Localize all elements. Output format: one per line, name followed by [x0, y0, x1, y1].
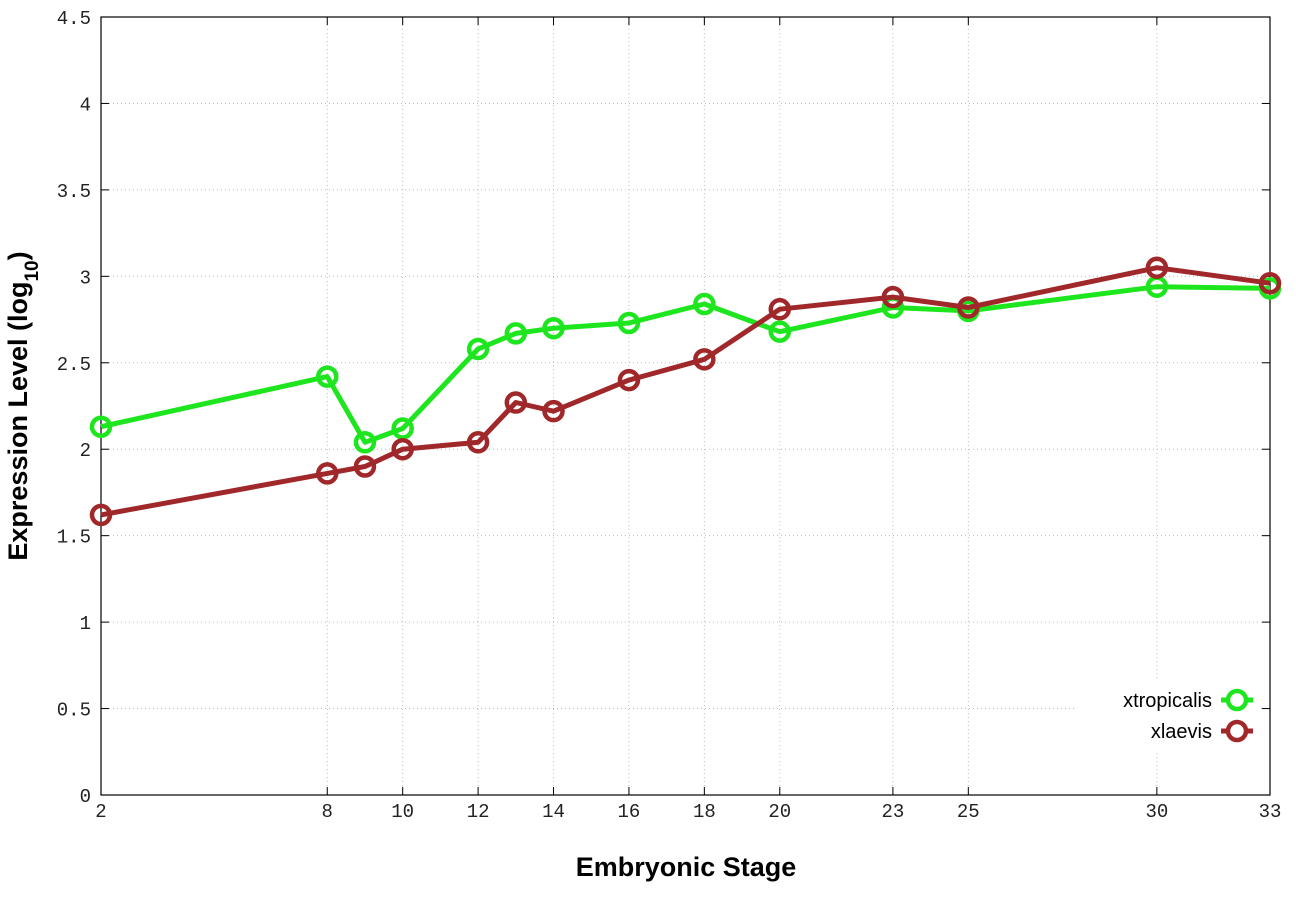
data-point-xtropicalis: [391, 417, 414, 440]
axis-ticks: [100, 16, 1271, 796]
data-point-xlaevis: [89, 503, 113, 527]
y-tick-label: 1.5: [57, 527, 91, 549]
legend-entry-xlaevis: xlaevis: [1151, 719, 1253, 743]
x-tick-label: 14: [542, 801, 565, 823]
data-point-xtropicalis: [89, 415, 113, 438]
plot-frame: [100, 16, 1271, 796]
x-tick-label: 25: [957, 801, 980, 823]
x-tick-label: 2: [95, 801, 106, 823]
series-line-xtropicalis: [100, 284, 1271, 445]
data-point-xlaevis: [617, 368, 641, 392]
x-tick-label: 12: [467, 801, 490, 823]
data-point-xlaevis: [504, 391, 528, 414]
x-tick-label: 8: [322, 801, 333, 823]
x-tick-label: 23: [881, 801, 904, 823]
data-point-xtropicalis: [617, 311, 641, 335]
x-axis-title: Embryonic Stage: [576, 852, 797, 882]
x-tick-label: 16: [618, 801, 641, 823]
data-point-xtropicalis: [542, 316, 565, 340]
series-line-xlaevis: [100, 265, 1271, 518]
data-point-xlaevis: [1145, 256, 1169, 279]
y-tick-label: 4.5: [57, 8, 91, 30]
legend: xtropicalis xlaevis: [1074, 680, 1260, 752]
y-tick-label: 3.5: [57, 181, 91, 203]
y-tick-label: 2: [80, 440, 91, 462]
x-tick-label: 10: [391, 801, 414, 823]
data-point-xlaevis: [881, 285, 905, 309]
data-point-xlaevis: [466, 431, 490, 454]
y-tick-label: 2.5: [57, 354, 91, 376]
series: [89, 256, 1282, 527]
y-axis-tick-labels: 0 0.5 1 1.5 2 2.5 3 3.5 4 4.5: [57, 8, 91, 808]
series-xtropicalis: [89, 275, 1282, 454]
legend-label-xlaevis: xlaevis: [1151, 721, 1212, 743]
data-point-xtropicalis: [768, 320, 792, 343]
x-tick-label: 20: [768, 801, 791, 823]
y-tick-label: 0.5: [57, 700, 91, 722]
data-point-xlaevis: [693, 348, 716, 371]
x-tick-label: 33: [1259, 801, 1282, 823]
data-point-xlaevis: [542, 399, 565, 423]
legend-background: [1074, 680, 1260, 752]
data-point-xtropicalis: [466, 337, 490, 361]
data-point-xlaevis: [768, 297, 792, 321]
data-point-xlaevis: [1258, 271, 1282, 295]
legend-label-xtropicalis: xtropicalis: [1123, 690, 1212, 712]
legend-swatch-marker: [1225, 688, 1249, 712]
data-point-xtropicalis: [693, 292, 716, 316]
data-point-xtropicalis: [316, 365, 339, 388]
legend-swatch-marker: [1225, 719, 1249, 743]
x-axis-tick-labels: 2 8 10 12 14 16 18 20 23 25 30 33: [95, 801, 1281, 823]
data-point-xlaevis: [353, 455, 377, 478]
data-point-xlaevis: [391, 437, 414, 461]
data-point-xlaevis: [957, 296, 980, 319]
y-tick-label: 1: [80, 613, 91, 635]
data-point-xtropicalis: [353, 431, 377, 454]
data-point-xlaevis: [316, 462, 339, 485]
x-tick-label: 18: [693, 801, 716, 823]
series-xlaevis: [89, 256, 1282, 527]
y-tick-label: 4: [80, 94, 91, 116]
x-tick-label: 30: [1145, 801, 1168, 823]
grid: [101, 17, 1270, 795]
y-axis-title: Expression Level (log10): [3, 251, 43, 560]
y-tick-label: 3: [80, 267, 91, 289]
legend-entry-xtropicalis: xtropicalis: [1123, 688, 1253, 712]
data-point-xtropicalis: [504, 322, 528, 345]
y-tick-label: 0: [80, 786, 91, 808]
